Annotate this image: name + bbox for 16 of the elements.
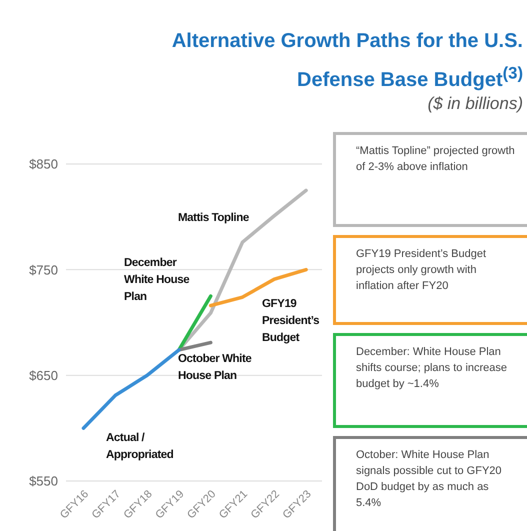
series-label: October White House Plan [178, 353, 252, 382]
line-series [208, 268, 308, 308]
series-label: Actual / Appropriated [106, 432, 174, 461]
text: ($ in billions) [428, 94, 523, 113]
y-tick-label: $650 [29, 368, 58, 383]
series-label: GFY19 President’s Budget [262, 298, 320, 344]
chart-title: Alternative Growth Paths for the U.S. Defense Base Budget$^{(3)}$ [172, 30, 523, 91]
text: GFY19 President’s Budget projects only growth with inflation after FY20 [356, 248, 486, 292]
y-tick-label: $550 [29, 474, 58, 489]
text: October: White House Plan signals possible cut to GFY20 DoD budget by as much as 5.4% [356, 449, 502, 509]
y-tick-label: $750 [29, 262, 58, 278]
text: “Mattis Topline” projected growth of 2-3% above inflation [356, 145, 515, 173]
y-tick-label: $850 [29, 156, 58, 172]
series-label: Mattis Topline [178, 212, 249, 224]
series-label: December White House Plan [124, 257, 190, 303]
text: December: White House Plan shifts course; plans to increase budget by ~1.4% [356, 346, 508, 390]
